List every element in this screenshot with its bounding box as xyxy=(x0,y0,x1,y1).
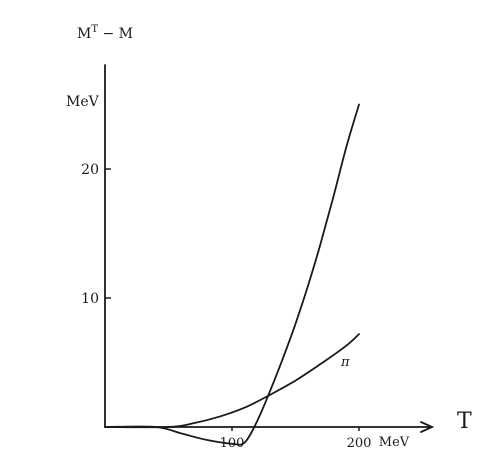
axes xyxy=(104,64,435,433)
series-group xyxy=(104,103,360,446)
x-tick-label-1: 200 xyxy=(347,436,372,451)
y-unit-label: MeV xyxy=(66,94,100,110)
x-unit-label: MeV xyxy=(379,435,410,450)
x-tick-label-0: 100 xyxy=(220,436,245,451)
series-curve-1 xyxy=(104,333,360,429)
y-axis-label: MT − M xyxy=(77,24,133,42)
y-tick-label-0: 10 xyxy=(81,291,99,307)
series-label-1: π xyxy=(340,355,350,370)
y-axis-label-superscript: T xyxy=(91,24,98,35)
x-axis-arrow xyxy=(420,421,435,433)
x-axis-label: T xyxy=(457,409,472,434)
y-axis-label-rest: − M xyxy=(98,26,133,42)
series-curve-0 xyxy=(104,103,360,446)
y-axis-label-base: M xyxy=(77,26,91,42)
y-tick-label-1: 20 xyxy=(81,162,99,178)
